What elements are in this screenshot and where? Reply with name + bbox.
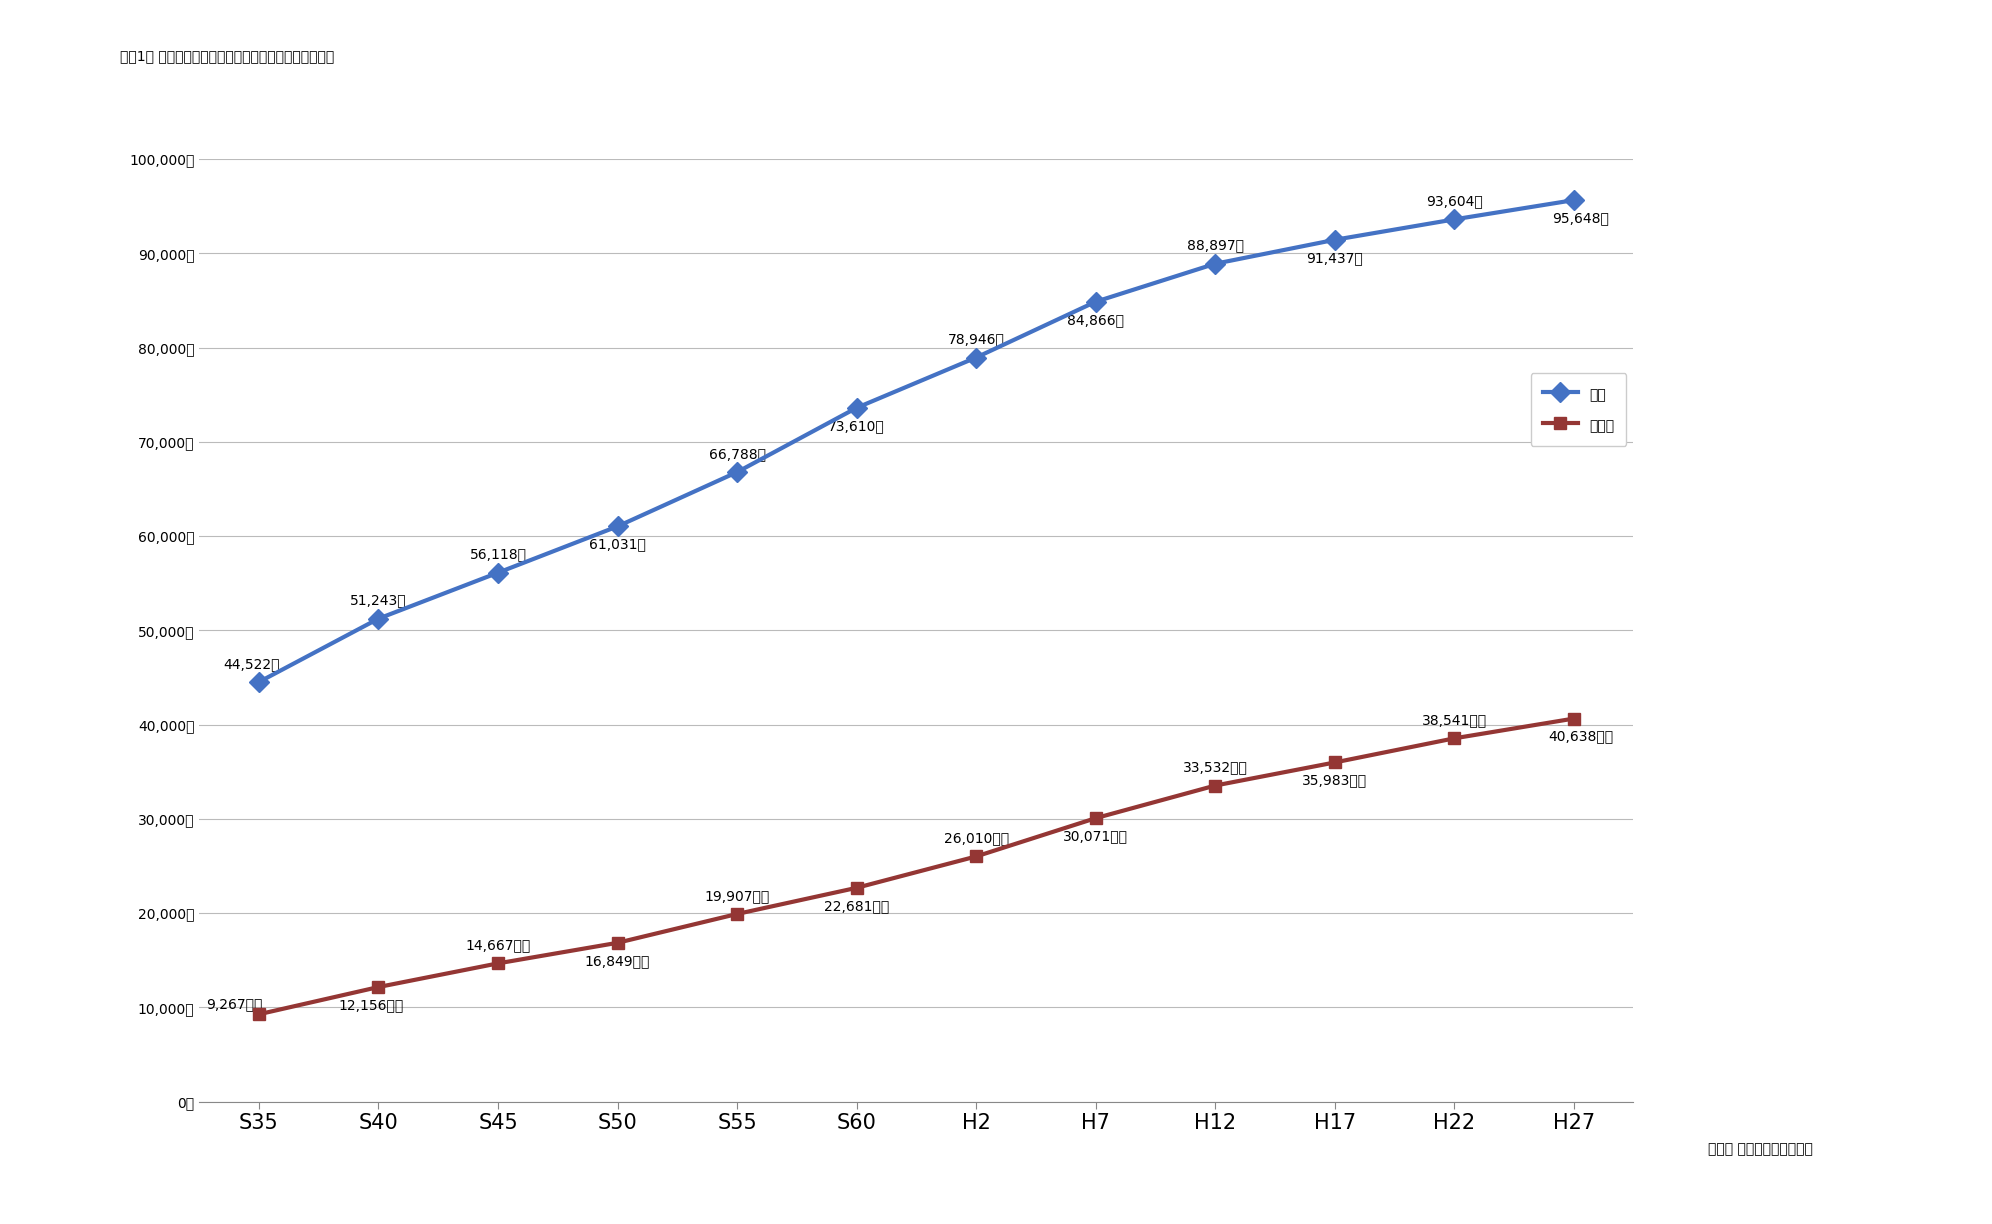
Text: 40,638世帯: 40,638世帯 (1548, 730, 1614, 744)
Text: 26,010世帯: 26,010世帯 (944, 831, 1008, 846)
Text: 22,681世帯: 22,681世帯 (825, 898, 888, 913)
世帯数 (845, 880, 869, 895)
世帯数 (1084, 810, 1108, 825)
人口 (1323, 233, 1347, 247)
世帯数 (247, 1007, 271, 1022)
人口 (1084, 295, 1108, 310)
Text: 44,522人: 44,522人 (223, 657, 281, 671)
Text: 19,907世帯: 19,907世帯 (705, 889, 769, 903)
Text: 91,437人: 91,437人 (1307, 251, 1363, 264)
Text: 30,071世帯: 30,071世帯 (1064, 829, 1127, 843)
Text: 33,532世帯: 33,532世帯 (1183, 760, 1247, 775)
世帯数 (606, 935, 629, 950)
Text: 73,610人: 73,610人 (829, 419, 884, 433)
Text: （図1） 国勢調査における千歳市の人口・世帯数の推移: （図1） 国勢調査における千歳市の人口・世帯数の推移 (120, 49, 335, 62)
世帯数 (1323, 755, 1347, 770)
世帯数 (486, 956, 510, 971)
Text: 95,648人: 95,648人 (1552, 211, 1610, 225)
Text: 出典： 国勢調査（総務省）: 出典： 国勢調査（総務省） (1707, 1143, 1813, 1157)
Text: 61,031人: 61,031人 (590, 537, 645, 551)
人口 (247, 674, 271, 689)
Line: 人口: 人口 (253, 193, 1580, 689)
人口 (1562, 193, 1586, 208)
人口 (486, 565, 510, 580)
人口 (1442, 212, 1466, 226)
人口 (845, 400, 869, 415)
人口 (725, 465, 749, 480)
Text: 12,156世帯: 12,156世帯 (339, 998, 404, 1012)
Text: 56,118人: 56,118人 (470, 547, 526, 562)
Text: 38,541世帯: 38,541世帯 (1422, 714, 1486, 727)
世帯数 (725, 907, 749, 922)
Text: 88,897人: 88,897人 (1187, 239, 1243, 252)
人口 (606, 519, 629, 534)
世帯数 (964, 849, 988, 864)
Text: 66,788人: 66,788人 (709, 447, 765, 461)
Line: 世帯数: 世帯数 (253, 712, 1580, 1021)
人口 (964, 350, 988, 365)
世帯数 (1442, 731, 1466, 745)
Text: 16,849世帯: 16,849世帯 (586, 953, 649, 968)
人口 (367, 611, 390, 625)
人口 (1203, 256, 1227, 271)
Text: 93,604人: 93,604人 (1426, 195, 1482, 208)
世帯数 (1562, 711, 1586, 726)
世帯数 (1203, 778, 1227, 793)
Text: 35,983世帯: 35,983世帯 (1303, 774, 1367, 787)
Text: 51,243人: 51,243人 (351, 594, 406, 607)
世帯数 (367, 979, 390, 994)
Text: 84,866人: 84,866人 (1068, 313, 1123, 327)
Text: 78,946人: 78,946人 (948, 333, 1004, 346)
Legend: 人口, 世帯数: 人口, 世帯数 (1530, 373, 1627, 447)
Text: 9,267世帯: 9,267世帯 (205, 998, 263, 1011)
Text: 14,667世帯: 14,667世帯 (466, 939, 530, 952)
